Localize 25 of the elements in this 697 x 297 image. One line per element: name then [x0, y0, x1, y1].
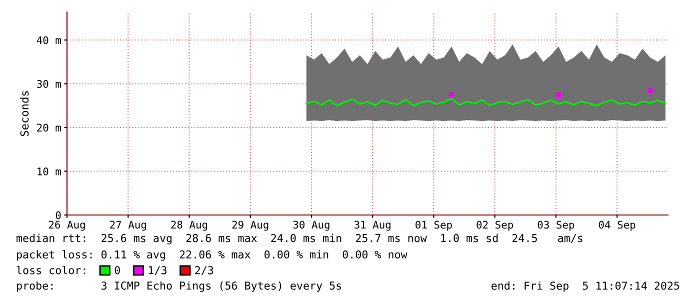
y-axis-title: Seconds — [20, 91, 29, 136]
x-tick-label: 01 Sep — [416, 220, 452, 231]
x-tick-label: 26 Aug — [48, 220, 85, 231]
line-series — [306, 98, 666, 106]
x-tick-label: 03 Sep — [538, 220, 574, 231]
text: packet loss: 0.11 % avg 22.06 % max 0.00 % min 0.00 % now — [17, 250, 408, 261]
legend-label: 2/3 — [195, 266, 214, 276]
x-tick-label: 02 Sep — [476, 220, 514, 231]
y-tick-label: 0 — [56, 211, 61, 220]
x-tick-label: 28 Aug — [171, 220, 208, 231]
y-tick-label: 20 m — [37, 124, 61, 132]
y-tick-label: 30 m — [37, 80, 61, 88]
x-tick-label: 27 Aug — [110, 220, 146, 231]
y-tick-label: 10 m — [38, 168, 61, 176]
legend-title: loss color: — [16, 266, 86, 274]
text: end: Fri Sep 5 11:07:14 2025 — [492, 281, 680, 292]
legend-label: 0 — [114, 266, 120, 274]
y-tick-label: 40 m — [36, 36, 61, 44]
text: probe: 3 ICMP Echo Pings (56 Bytes) every 5s — [17, 281, 342, 292]
x-tick-label: 31 Aug — [354, 220, 390, 231]
x-tick-label: 30 Aug — [293, 220, 330, 231]
legend-label: 1/3 — [148, 266, 166, 276]
x-tick-label: 29 Aug — [232, 220, 268, 231]
x-tick-label: 04 Sep — [598, 220, 636, 231]
text: median rtt: 25.6 ms avg 28.6 ms max 24.0 ms min 25.7 ms now 1.0 ms sd 24.5 am/s — [16, 234, 582, 244]
